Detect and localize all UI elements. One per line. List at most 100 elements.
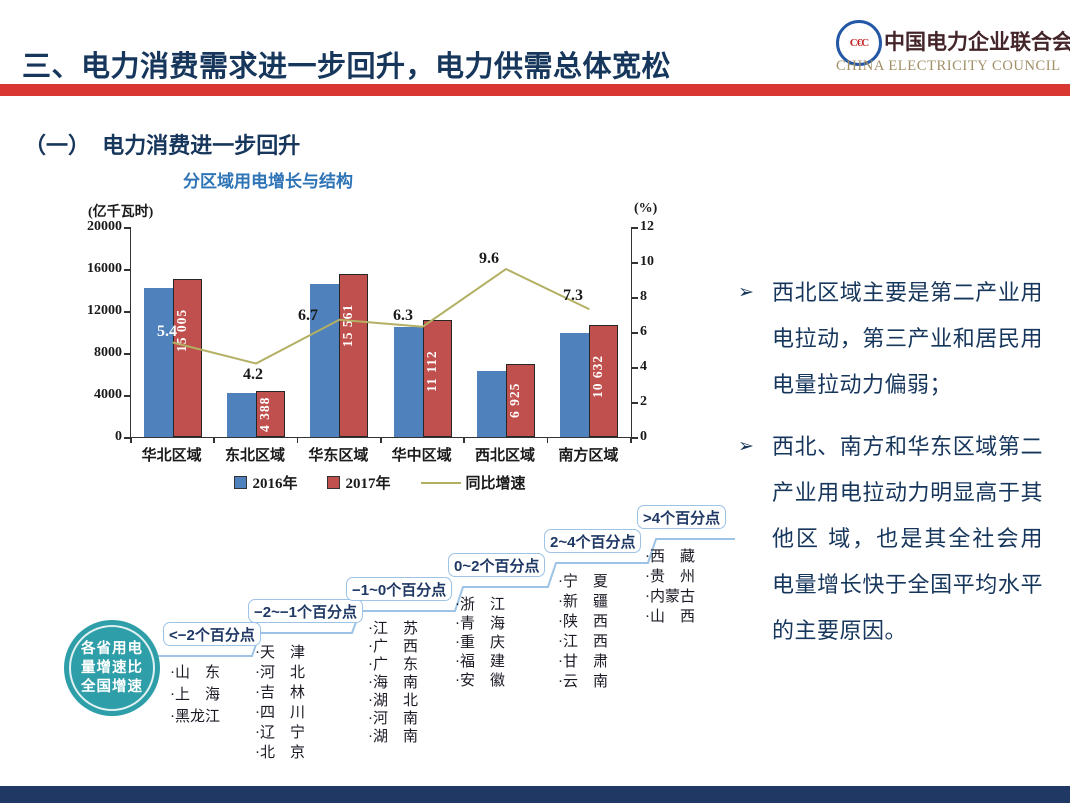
- bar-2017-6: 10 632: [589, 325, 619, 437]
- bar-2016-2: [227, 393, 256, 437]
- bar-2017-1: 15 005: [172, 279, 202, 437]
- category-label: 华北区域: [141, 448, 202, 464]
- growth-range-box-2: −2~−1个百分点: [248, 599, 363, 623]
- province-list-4: ·浙 江 ·青 海 ·重 庆 ·福 建 ·安 徽: [455, 596, 505, 691]
- x-axis-tick: [463, 437, 465, 443]
- province-item: ·上 海: [170, 687, 220, 703]
- growth-range-box-4: 0~2个百分点: [448, 553, 546, 577]
- hub-circle: 各省用电 量增速比 全国增速: [64, 620, 160, 716]
- bar-2016-3: [310, 284, 340, 437]
- growth-line: [172, 267, 590, 365]
- hub-circle-inner: 各省用电 量增速比 全国增速: [69, 625, 155, 711]
- left-axis-label: (亿千瓦时): [88, 205, 154, 220]
- x-axis-tick: [546, 437, 549, 443]
- tick-mark: [124, 353, 130, 355]
- y-axis-tick-right: 12: [640, 219, 654, 234]
- x-axis-tick: [380, 437, 382, 443]
- tick-mark: [124, 311, 130, 313]
- tick-mark: [124, 269, 130, 271]
- province-item: ·广 东: [368, 657, 418, 673]
- legend-label: 同比增速: [465, 476, 526, 492]
- insight-text: 西北、南方和华东区域第二产业用电拉动力明显高于其他区 域，也是其全社会用电量增长…: [772, 434, 1043, 643]
- insight-bullet: ➢ 西北区域主要是第二产业用电拉动，第三产业和居民用电量拉动力偏弱；: [738, 270, 1043, 408]
- bar-2017-4: 11 112: [422, 320, 452, 437]
- growth-rate-label: 4.2: [243, 366, 263, 383]
- org-name-en: CHINA ELECTRICITY COUNCIL: [836, 58, 1061, 74]
- tick-mark: [124, 395, 130, 397]
- insight-text: 西北区域主要是第二产业用电拉动，第三产业和居民用电量拉动力偏弱；: [772, 280, 1043, 397]
- province-item: ·黑龙江: [170, 709, 220, 725]
- province-item: ·天 津: [255, 645, 305, 661]
- section-heading: （一） 电力消费进一步回升: [24, 133, 301, 159]
- province-item: ·吉 林: [255, 685, 305, 701]
- org-name-cn: 中国电力企业联合会: [884, 31, 1070, 54]
- tick-mark: [124, 227, 130, 229]
- legend-item-同比增速: 同比增速: [420, 472, 526, 493]
- province-item: ·山 东: [170, 665, 220, 681]
- chart-title: 分区域用电增长与结构: [183, 172, 353, 191]
- bar-2017-2: 4 388: [256, 391, 285, 437]
- tick-mark: [631, 367, 638, 369]
- y-axis-tick-right: 4: [640, 359, 647, 374]
- category-label: 华东区域: [308, 448, 369, 464]
- bar-2016-4: [393, 327, 423, 437]
- header-divider: [0, 84, 1070, 96]
- legend-swatch: [327, 476, 341, 489]
- plot-area: 15 005 4 388 15 561 11 112 6 925 10 632 5.4 4.2…: [130, 227, 632, 438]
- province-item: ·陕 西: [558, 614, 608, 630]
- category-label: 南方区域: [558, 448, 619, 464]
- hub-text-line: 各省用电: [81, 640, 143, 657]
- arrow-bullet-icon: ➢: [738, 436, 754, 457]
- growth-range-box-5: 2~4个百分点: [544, 529, 642, 553]
- tick-mark: [124, 437, 130, 439]
- y-axis-tick-left: 12000: [87, 303, 122, 318]
- growth-range-box-1: <−2个百分点: [163, 622, 261, 646]
- tick-mark: [631, 402, 638, 404]
- province-item: ·青 海: [455, 616, 505, 632]
- tick-mark: [631, 437, 638, 439]
- province-list-3: ·江 苏 ·广 西 ·广 东 ·海 南 ·湖 北 ·河 南 ·湖 南: [368, 620, 418, 746]
- bar-2016-6: [560, 333, 590, 437]
- province-item: ·海 南: [368, 675, 418, 691]
- province-item: ·山 西: [645, 609, 695, 625]
- province-item: ·内蒙古: [645, 589, 695, 605]
- y-axis-tick-left: 16000: [87, 261, 122, 276]
- tick-mark: [631, 262, 638, 264]
- org-logo: C€C 中国电力企业联合会 CHINA ELECTRICITY COUNCIL: [836, 16, 1070, 78]
- legend-label: 2016年: [252, 476, 298, 492]
- bar-2017-3: 15 561: [339, 274, 369, 437]
- tick-mark: [631, 332, 638, 334]
- legend-swatch: [234, 476, 248, 489]
- province-item: ·北 京: [255, 745, 305, 761]
- growth-rate-label: 9.6: [479, 250, 499, 267]
- y-axis-tick-right: 8: [640, 289, 647, 304]
- legend-item-2017年: 2017年: [327, 472, 391, 493]
- cec-monogram-icon: C€C: [849, 37, 869, 49]
- category-label: 华中区域: [391, 448, 452, 464]
- y-axis-tick-right: 0: [640, 429, 647, 444]
- province-item: ·福 建: [455, 654, 505, 670]
- legend-label: 2017年: [345, 476, 391, 492]
- growth-range-box-6: >4个百分点: [637, 505, 727, 529]
- footer-bar: [0, 786, 1070, 803]
- province-item: ·广 西: [368, 639, 418, 655]
- insight-bullet: ➢ 西北、南方和华东区域第二产业用电拉动力明显高于其他区 域，也是其全社会用电量增…: [738, 424, 1043, 654]
- hub-text-line: 量增速比: [81, 659, 143, 676]
- growth-range-box-3: −1~0个百分点: [346, 577, 453, 601]
- y-axis-tick-right: 10: [640, 254, 654, 269]
- province-item: ·浙 江: [455, 597, 505, 613]
- insights-panel: ➢ 西北区域主要是第二产业用电拉动，第三产业和居民用电量拉动力偏弱； ➢ 西北、南方和…: [738, 270, 1043, 670]
- x-axis-tick: [213, 437, 215, 443]
- province-item: ·贵 州: [645, 569, 695, 585]
- growth-rate-label: 5.4: [157, 323, 177, 340]
- growth-rate-label: 7.3: [563, 287, 583, 304]
- y-axis-tick-left: 0: [115, 429, 122, 444]
- chart-legend: 2016年 2017年 同比增速: [130, 472, 630, 493]
- bar-2016-5: [477, 371, 506, 437]
- right-axis-label: (%): [634, 201, 658, 216]
- province-item: ·湖 北: [368, 693, 418, 709]
- cec-emblem-icon: C€C: [836, 20, 882, 66]
- bar-2016-1: [143, 288, 173, 437]
- province-item: ·四 川: [255, 705, 305, 721]
- province-item: ·甘 肃: [558, 654, 608, 670]
